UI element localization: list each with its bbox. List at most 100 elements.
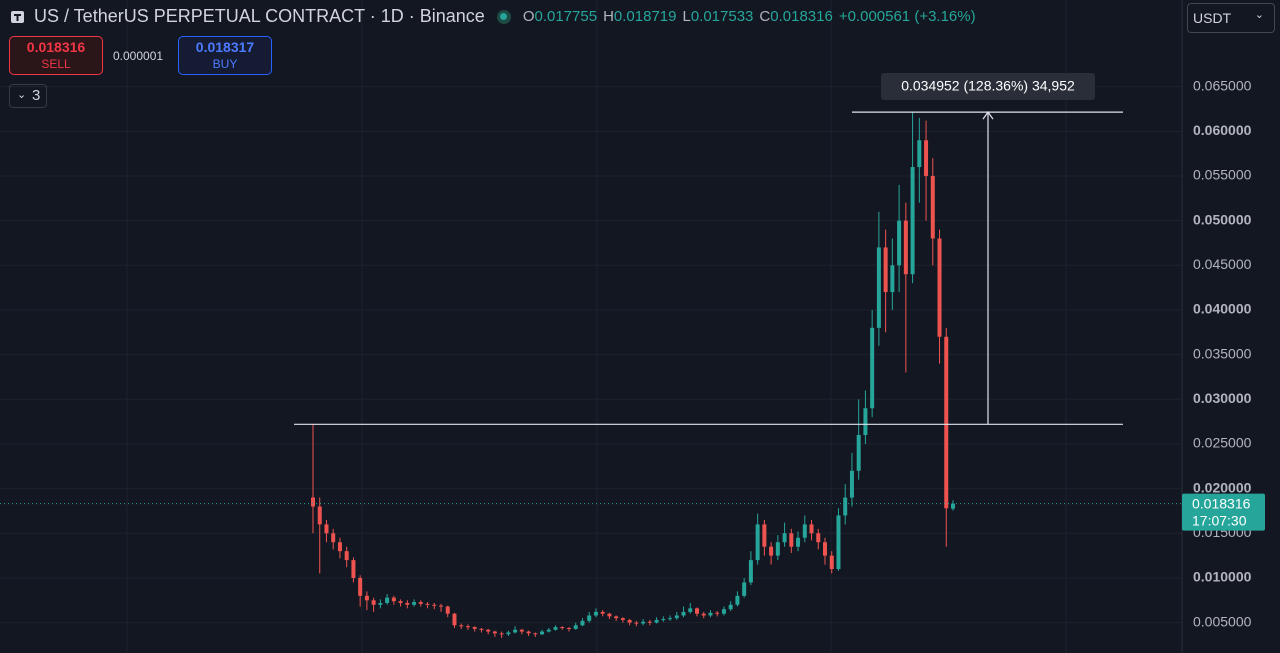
indicators-toggle[interactable]: ⌄ 3: [9, 84, 47, 108]
spread: 0.000001: [113, 49, 164, 63]
candle-body: [843, 497, 848, 516]
candle-body: [317, 506, 322, 525]
candle-body: [479, 628, 484, 630]
candle-body: [533, 633, 538, 635]
candle-body: [385, 597, 390, 603]
sell-label: SELL: [41, 57, 71, 71]
candle-body: [378, 602, 383, 605]
candle-body: [796, 537, 801, 547]
candle-body: [607, 613, 612, 617]
y-tick-label: 0.030000: [1193, 390, 1252, 406]
candle-body: [654, 619, 659, 623]
candle-body: [641, 621, 646, 624]
candle-body: [627, 619, 632, 623]
candle-body: [526, 631, 531, 634]
candle-body: [755, 524, 760, 561]
candle-body: [371, 600, 376, 605]
candle-body: [560, 627, 565, 629]
candle-body: [823, 542, 827, 556]
candle-body: [836, 515, 841, 570]
candle-body: [492, 631, 497, 634]
candle-body: [715, 612, 720, 614]
arrow-head: [982, 111, 994, 120]
buy-price: 0.018317: [195, 39, 255, 55]
candle-body: [452, 613, 457, 626]
candle-body: [748, 560, 753, 583]
sell-price: 0.018316: [26, 39, 86, 55]
candle-body: [364, 595, 369, 601]
status-dot: [496, 9, 511, 24]
candle-body: [459, 625, 464, 627]
y-tick-label: 0.040000: [1193, 301, 1252, 317]
candle-body: [924, 140, 929, 176]
candle-body: [445, 606, 450, 614]
y-tick-label: 0.055000: [1193, 167, 1252, 183]
y-tick-label: 0.050000: [1193, 211, 1252, 227]
candle-body: [944, 336, 949, 509]
candle-body: [614, 616, 619, 619]
candle-body: [661, 619, 666, 621]
ohlc-label: H: [603, 8, 614, 25]
symbol-title: US / TetherUS PERPETUAL CONTRACT · 1D · …: [34, 6, 485, 26]
candle-body: [816, 533, 821, 543]
candle-body: [782, 533, 787, 543]
candle-body: [647, 621, 652, 623]
candle-body: [324, 524, 329, 534]
candle-body: [863, 408, 868, 436]
candle-body: [439, 605, 443, 607]
buy-label: BUY: [212, 57, 238, 71]
candle-body: [519, 629, 524, 632]
candle-body: [695, 608, 699, 614]
candle-body: [903, 220, 908, 275]
measure-label-bg: [881, 73, 1095, 100]
ohlc-value: 0.018719: [613, 8, 677, 25]
candle-body: [809, 524, 814, 534]
candle-body: [769, 546, 774, 556]
sell-button[interactable]: 0.018316 SELL: [9, 36, 103, 75]
candle-body: [802, 524, 807, 538]
candle-body: [499, 633, 504, 635]
candle-body: [600, 611, 605, 614]
price-tag: [1182, 493, 1265, 531]
candle-body: [540, 631, 545, 635]
candle-body: [951, 503, 955, 509]
candle-body: [789, 533, 794, 547]
candle-body: [351, 560, 356, 578]
buy-button[interactable]: 0.018317 BUY: [178, 36, 272, 75]
candle-body: [917, 140, 922, 168]
y-tick-label: 0.065000: [1193, 77, 1252, 93]
candle-body: [849, 470, 854, 498]
candle-body: [897, 220, 902, 266]
candle-body: [412, 602, 417, 605]
indicators-count: 3: [32, 87, 41, 104]
candle-body: [930, 175, 935, 239]
ohlc-label: C: [759, 8, 771, 25]
candle-body: [580, 620, 585, 626]
candle-body: [701, 613, 706, 616]
y-tick-label: 0.035000: [1193, 345, 1252, 361]
candle-body: [425, 603, 430, 605]
ohlc-label: O: [522, 8, 535, 25]
candle-body: [681, 611, 686, 616]
candle-body: [620, 618, 625, 620]
candle-body: [472, 627, 477, 629]
y-tick-label: 0.010000: [1193, 569, 1252, 585]
candle-body: [883, 247, 888, 293]
candle-body: [486, 629, 491, 632]
candle-body: [358, 577, 363, 596]
candle-body: [593, 611, 598, 616]
candle-body: [513, 629, 518, 633]
candle-body: [506, 632, 511, 635]
candle-body: [742, 582, 747, 596]
candle-body: [856, 435, 861, 471]
price-tag-value: 0.018316: [1192, 495, 1251, 511]
currency-select[interactable]: USDT ⌄: [1187, 3, 1275, 33]
candle-body: [398, 601, 403, 603]
candle-body: [728, 604, 733, 610]
candle-body: [337, 542, 342, 552]
currency: USDT: [1193, 10, 1232, 26]
y-tick-label: 0.025000: [1193, 435, 1252, 451]
countdown: 17:07:30: [1192, 512, 1247, 528]
y-tick-label: 0.005000: [1193, 613, 1252, 629]
